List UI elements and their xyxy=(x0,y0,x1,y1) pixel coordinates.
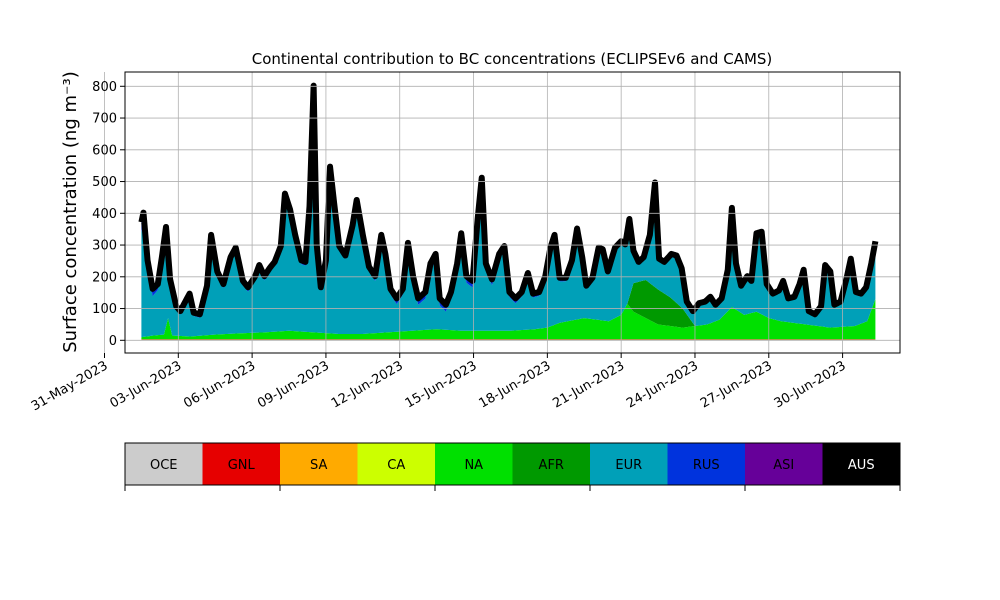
legend-label: SA xyxy=(310,458,327,473)
chart-title: Continental contribution to BC concentra… xyxy=(252,50,773,68)
x-tick-label: 18-Jun-2023 xyxy=(477,358,554,411)
y-tick-label: 400 xyxy=(92,207,117,222)
y-axis-label: Surface concentration (ng m⁻³) xyxy=(60,71,81,353)
y-axis: 0 100 200 300 400 500 600 700 800 xyxy=(92,80,125,349)
y-tick-label: 700 xyxy=(92,112,117,127)
x-tick-label: 30-Jun-2023 xyxy=(772,358,849,411)
x-tick-label: 27-Jun-2023 xyxy=(698,358,775,411)
legend-swatch xyxy=(202,443,281,485)
legend-label: OCE xyxy=(150,458,178,473)
legend-swatch xyxy=(512,443,591,485)
x-axis: 31-May-202303-Jun-202306-Jun-202309-Jun-… xyxy=(29,353,849,414)
legend-swatch xyxy=(822,443,901,485)
grid-lines xyxy=(104,72,900,353)
legend-label: AUS xyxy=(848,458,875,473)
plot-frame xyxy=(124,71,901,354)
y-tick-label: 200 xyxy=(92,270,117,285)
area-na xyxy=(141,299,876,340)
x-tick-label: 31-May-2023 xyxy=(29,358,111,414)
y-tick-label: 500 xyxy=(92,175,117,190)
y-tick-label: 100 xyxy=(92,302,117,317)
x-tick-label: 24-Jun-2023 xyxy=(624,358,701,411)
plot-area xyxy=(104,72,900,353)
legend-label: EUR xyxy=(615,458,642,473)
legend-label: CA xyxy=(387,458,405,473)
legend-label: NA xyxy=(464,458,483,473)
x-tick-label: 03-Jun-2023 xyxy=(107,358,184,411)
legend-swatch xyxy=(435,443,513,485)
legend: OCE GNL SA CA NA AFR EUR RUS ASI AUS xyxy=(124,442,901,491)
x-tick-label: 21-Jun-2023 xyxy=(550,358,627,411)
x-tick-label: 09-Jun-2023 xyxy=(255,358,332,411)
legend-label: RUS xyxy=(693,458,720,473)
y-tick-label: 600 xyxy=(92,143,117,158)
legend-swatch xyxy=(590,443,668,485)
y-tick-label: 0 xyxy=(109,334,117,349)
legend-swatch xyxy=(745,443,823,485)
legend-swatch xyxy=(280,443,358,485)
area-aus xyxy=(138,82,879,318)
legend-swatch xyxy=(357,443,436,485)
x-tick-label: 15-Jun-2023 xyxy=(403,358,480,411)
x-tick-label: 12-Jun-2023 xyxy=(329,358,406,411)
area-afr xyxy=(141,279,876,338)
legend-frame xyxy=(124,442,901,486)
legend-swatch xyxy=(125,443,203,485)
legend-label: ASI xyxy=(773,458,794,473)
x-tick-label: 06-Jun-2023 xyxy=(181,358,258,411)
legend-label: GNL xyxy=(228,458,256,473)
legend-label: AFR xyxy=(539,458,564,473)
y-tick-label: 800 xyxy=(92,80,117,95)
y-tick-label: 300 xyxy=(92,239,117,254)
legend-swatch xyxy=(667,443,746,485)
